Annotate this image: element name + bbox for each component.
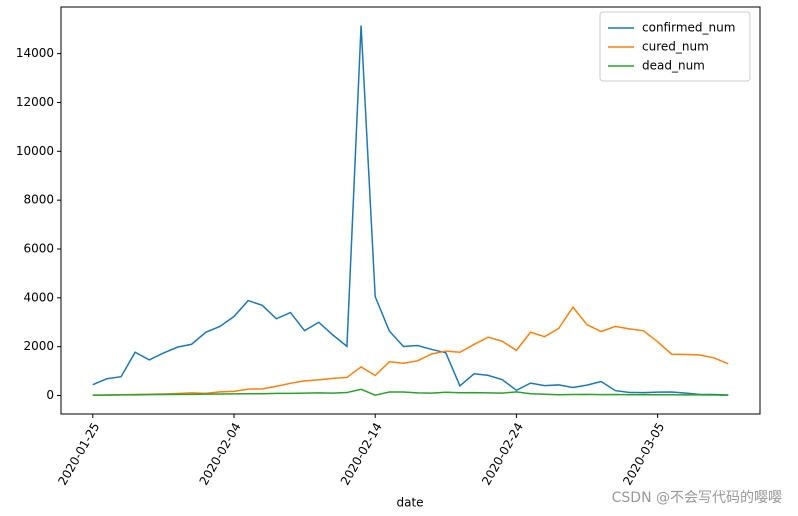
legend-label: cured_num <box>642 40 709 54</box>
y-tick-label: 0 <box>46 388 54 402</box>
y-tick-label: 6000 <box>23 241 54 255</box>
series-line <box>92 305 729 397</box>
x-tick-label: 2020-01-25 <box>55 420 102 487</box>
series-line <box>92 25 729 396</box>
x-tick-label: 2020-02-14 <box>338 420 385 487</box>
legend-label: confirmed_num <box>642 21 735 35</box>
watermark: CSDN @不会写代码的嘤嘤 <box>612 490 782 506</box>
y-tick-label: 4000 <box>23 290 54 304</box>
x-tick-label: 2020-02-04 <box>197 420 244 487</box>
x-tick-label: 2020-03-05 <box>620 420 667 487</box>
x-axis-label: date <box>396 496 423 510</box>
x-tick-label: 2020-02-24 <box>479 420 526 487</box>
y-tick-label: 2000 <box>23 339 54 353</box>
y-tick-label: 12000 <box>16 95 54 109</box>
plot-frame <box>60 6 761 415</box>
y-tick-label: 14000 <box>16 46 54 60</box>
legend-box <box>599 11 751 82</box>
y-tick-label: 8000 <box>23 193 54 207</box>
legend-label: dead_num <box>642 59 705 73</box>
y-tick-label: 10000 <box>16 144 54 158</box>
series-line <box>92 388 729 396</box>
